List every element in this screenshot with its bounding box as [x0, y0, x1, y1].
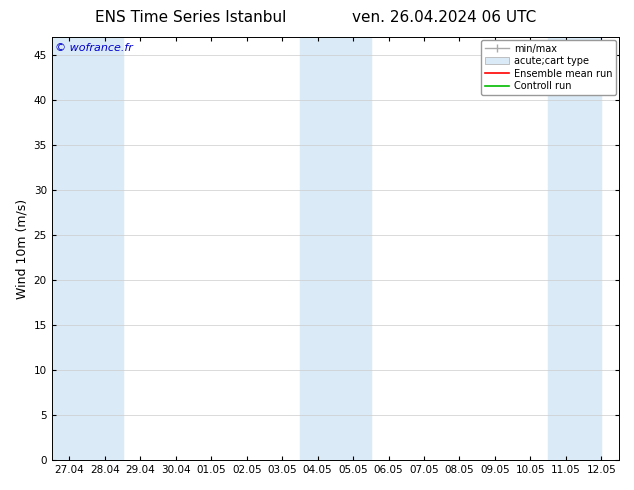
Text: ENS Time Series Istanbul: ENS Time Series Istanbul: [94, 10, 286, 25]
Bar: [548, 37, 601, 460]
Text: ven. 26.04.2024 06 UTC: ven. 26.04.2024 06 UTC: [352, 10, 536, 25]
Y-axis label: Wind 10m (m/s): Wind 10m (m/s): [15, 198, 28, 299]
Bar: [300, 37, 371, 460]
Bar: [51, 37, 122, 460]
Legend: min/max, acute;cart type, Ensemble mean run, Controll run: min/max, acute;cart type, Ensemble mean …: [481, 40, 616, 95]
Text: © wofrance.fr: © wofrance.fr: [55, 44, 133, 53]
